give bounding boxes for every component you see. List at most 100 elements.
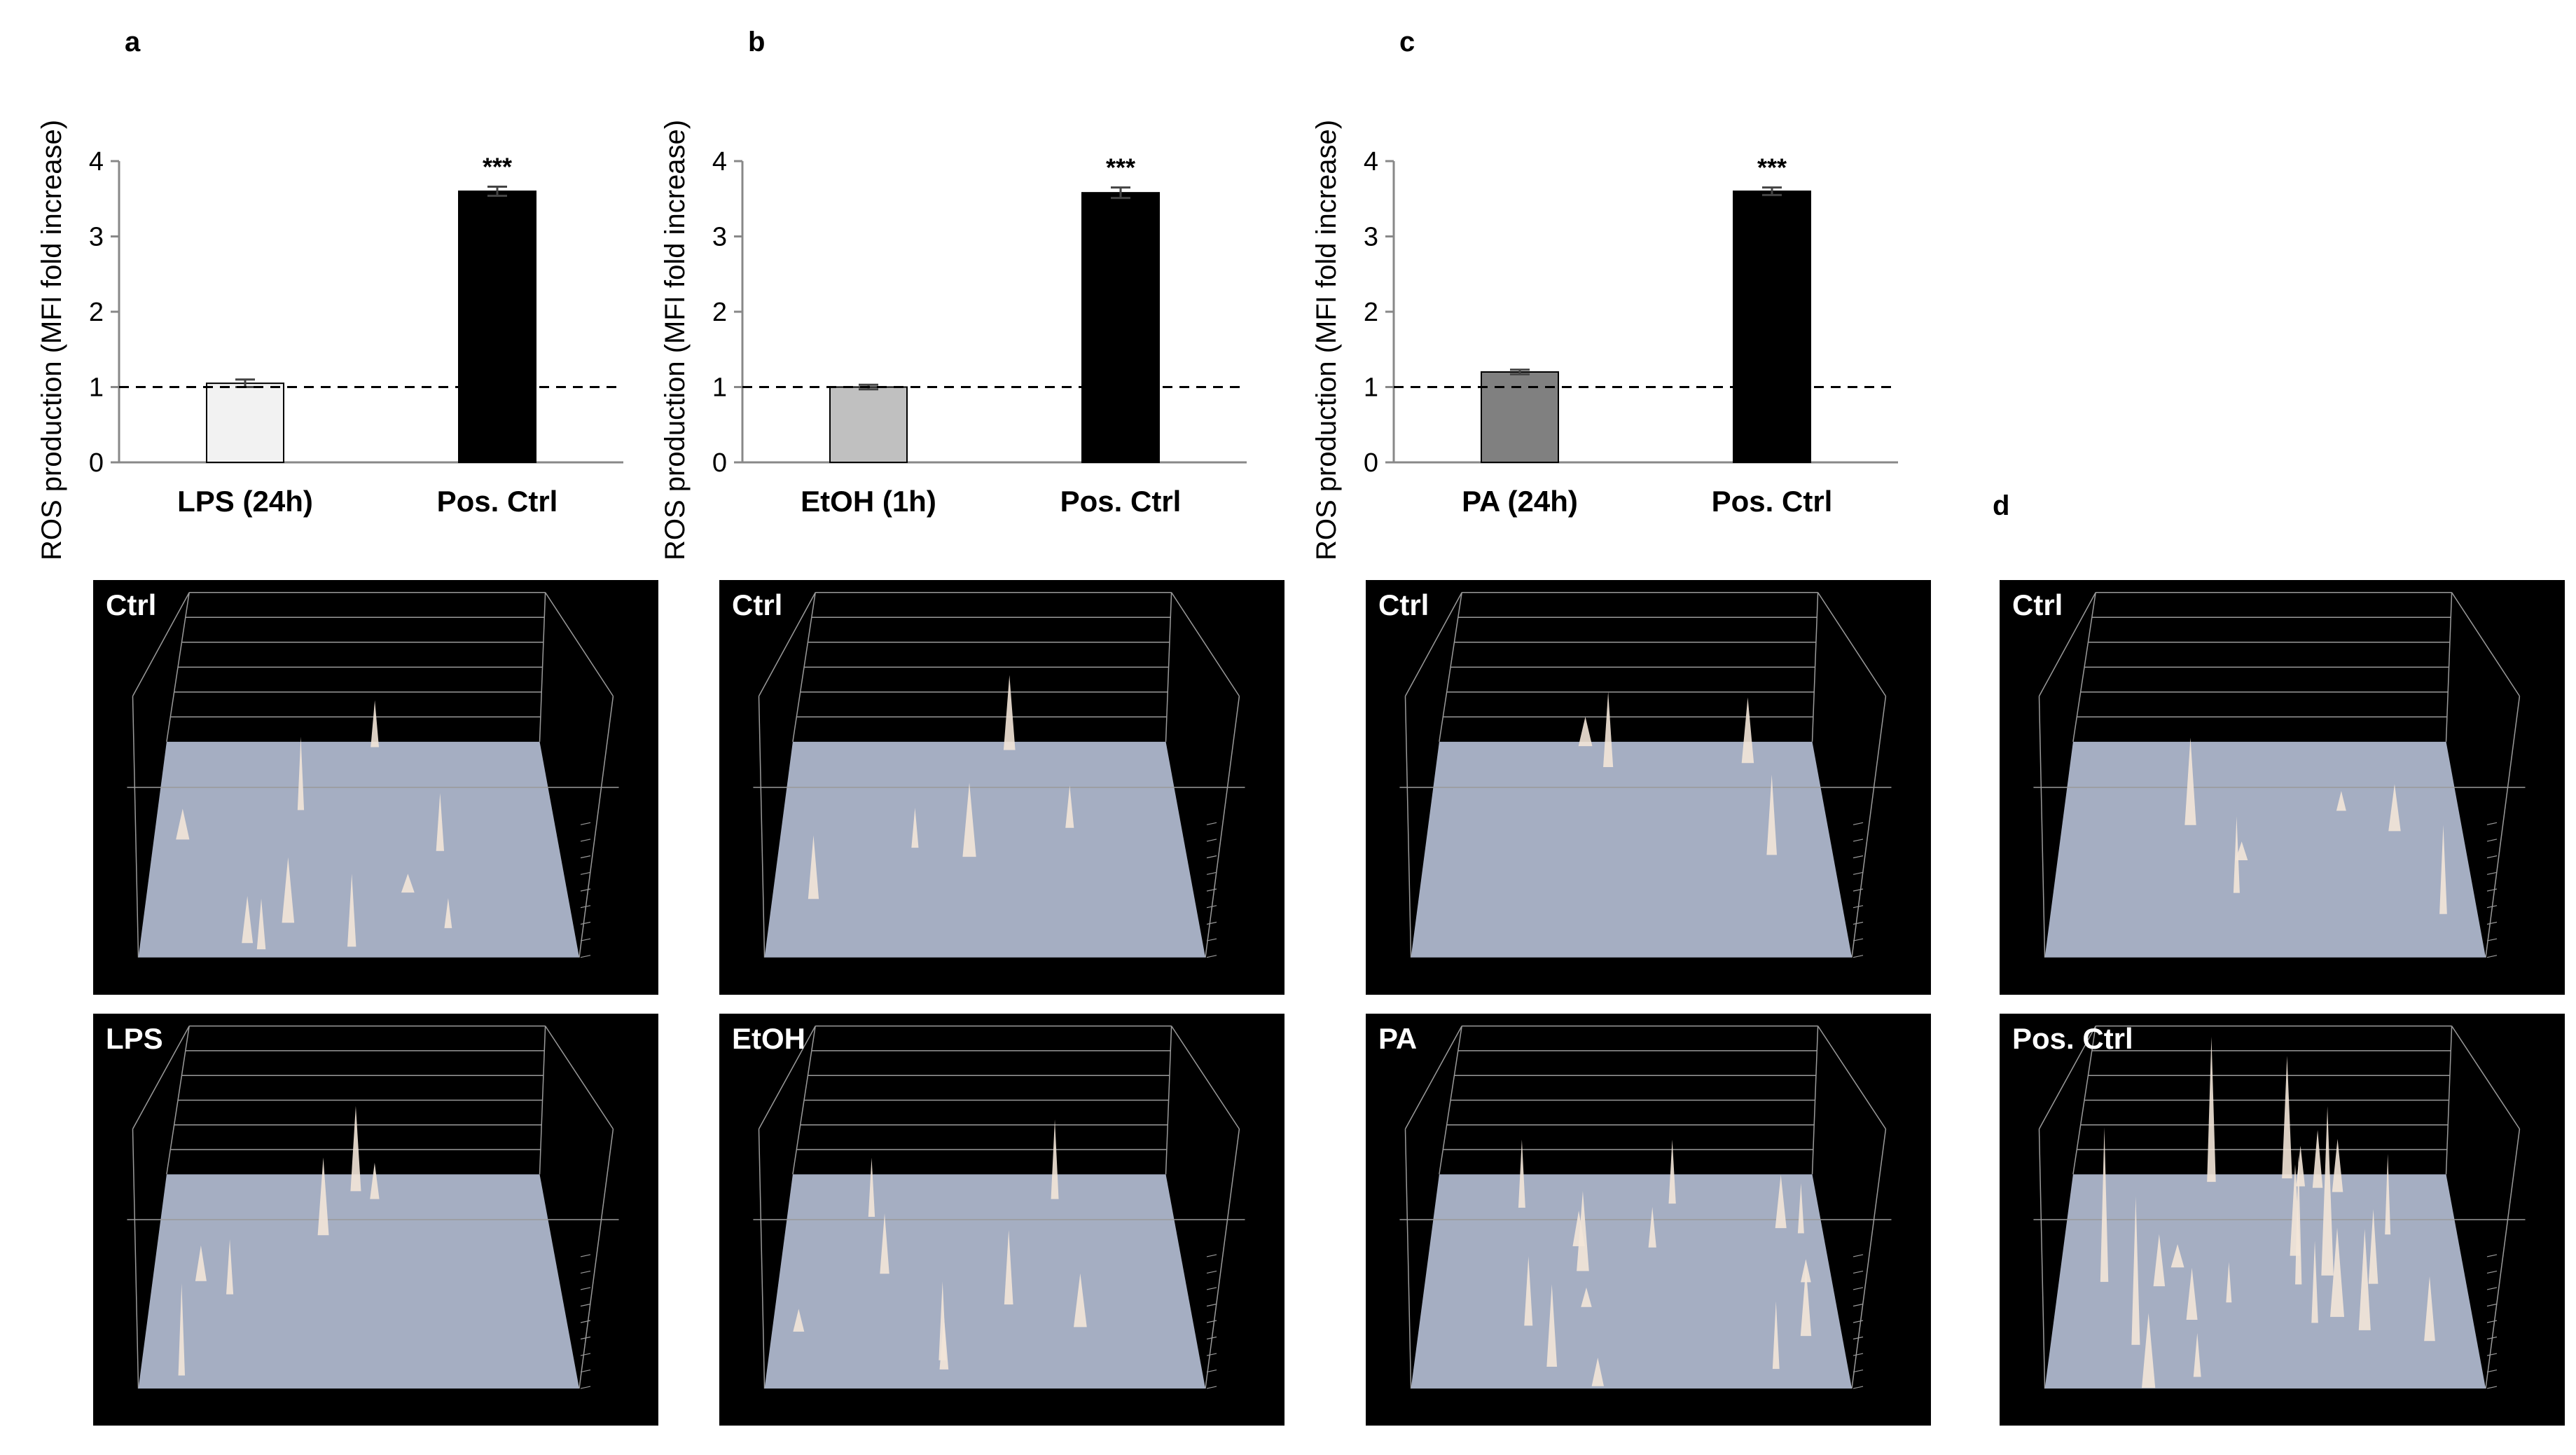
surface-tile: EtOH xyxy=(719,1014,1284,1426)
surface-peak xyxy=(1766,774,1777,855)
frame-line xyxy=(1205,696,1240,958)
frame-line xyxy=(1817,1026,1887,1130)
surface-peak xyxy=(1668,1139,1676,1204)
bar-chart-a: 0 1 2 3 4 LPS (24h) Pos. Ctrl *** xyxy=(89,147,623,518)
frame-line xyxy=(132,592,190,697)
axis-tick xyxy=(2486,871,2498,875)
bar xyxy=(1481,371,1559,463)
surface-peak xyxy=(1524,1256,1533,1326)
surface-tile: PA xyxy=(1366,1014,1931,1426)
axis-tick xyxy=(2486,1353,2498,1356)
axis-tick xyxy=(2486,1386,2498,1389)
surface-plot xyxy=(753,592,1245,958)
bar xyxy=(829,386,908,463)
surface-peak xyxy=(2153,1234,2166,1287)
axis-tick xyxy=(580,871,591,875)
frame-line xyxy=(2485,696,2521,958)
surface-peak xyxy=(2235,841,2248,861)
surface-tile-label: Ctrl xyxy=(1378,588,1429,621)
surface-peak xyxy=(2312,1130,2323,1188)
surface-peak xyxy=(2186,1267,2198,1320)
y-tick-label: 0 xyxy=(712,448,727,478)
frame-line xyxy=(758,1026,816,1130)
surface-peak xyxy=(401,874,415,893)
surface-peak xyxy=(2131,1197,2140,1345)
y-tick-label: 3 xyxy=(1364,223,1378,252)
y-tick-label: 4 xyxy=(1364,147,1378,177)
surface-peak xyxy=(1581,1287,1592,1307)
frame-line xyxy=(1817,592,1887,697)
surface-peak xyxy=(2336,791,2346,811)
axis-tick xyxy=(1206,1369,1217,1373)
axis-tick xyxy=(580,1303,591,1307)
surface-plane xyxy=(138,741,580,958)
panel-label-a: a xyxy=(125,27,141,57)
bar xyxy=(1081,192,1160,464)
axis-tick xyxy=(2486,888,2498,892)
surface-peak xyxy=(2332,1138,2343,1192)
axis-tick xyxy=(1206,888,1217,892)
axis-tick xyxy=(1853,1270,1864,1274)
surface-peak xyxy=(2330,1227,2345,1317)
x-tick-label: Pos. Ctrl xyxy=(1712,485,1833,518)
surface-peak xyxy=(1572,1211,1585,1246)
axis-tick xyxy=(1206,855,1217,859)
axis-tick xyxy=(1206,955,1217,958)
surface-plot xyxy=(1399,1025,1892,1389)
surface-peak xyxy=(911,807,919,848)
surface-peak xyxy=(350,1105,361,1192)
axis-tick xyxy=(580,839,591,842)
surface-peak xyxy=(1051,1119,1059,1199)
significance-marker: *** xyxy=(483,153,512,181)
axis-tick xyxy=(1206,822,1217,825)
surface-peak xyxy=(2368,1208,2378,1284)
y-tick-label: 1 xyxy=(712,373,727,403)
axis-tick xyxy=(2486,855,2498,859)
surface-peak xyxy=(1648,1206,1656,1248)
panel-label-d: d xyxy=(1993,490,2010,521)
frame-line xyxy=(758,1129,766,1389)
axis-tick xyxy=(580,855,591,859)
frame-line xyxy=(2485,1129,2521,1389)
y-tick-label: 2 xyxy=(89,298,104,327)
axis-tick xyxy=(1206,871,1217,875)
surface-plane xyxy=(764,741,1206,958)
surface-tile-label: Ctrl xyxy=(732,588,783,621)
axis-tick xyxy=(580,888,591,892)
frame-line xyxy=(1170,592,1240,697)
axis-tick xyxy=(580,955,591,958)
axis-tick xyxy=(1853,839,1864,842)
y-tick-label: 2 xyxy=(1364,298,1378,327)
surface-plot xyxy=(2033,592,2526,958)
surface-peak xyxy=(256,898,266,950)
frame-line xyxy=(2451,1026,2521,1130)
surface-peak xyxy=(1591,1358,1604,1386)
frame-line xyxy=(132,1129,139,1389)
axis-tick xyxy=(1853,905,1864,909)
axis-tick xyxy=(580,1320,591,1323)
frame-line xyxy=(2038,592,2096,697)
surface-peak xyxy=(793,1309,805,1332)
frame-line xyxy=(2038,696,2046,958)
surface-peak xyxy=(962,782,976,857)
axis-tick xyxy=(1206,1270,1217,1274)
axis-tick xyxy=(1206,1254,1217,1257)
surface-plane xyxy=(1411,1174,1853,1389)
axis-tick xyxy=(2486,1270,2498,1274)
frame-line xyxy=(2038,1026,2096,1130)
y-tick-label: 1 xyxy=(89,373,104,403)
surface-peak xyxy=(2385,1154,2391,1235)
axis-tick xyxy=(2486,1287,2498,1290)
axis-tick xyxy=(1206,921,1217,925)
significance-marker: *** xyxy=(1106,153,1135,182)
surface-peak xyxy=(317,1157,329,1236)
axis-tick xyxy=(1853,1369,1864,1373)
x-tick-label: LPS (24h) xyxy=(177,485,313,518)
frame-line xyxy=(579,1129,614,1389)
surface-peak xyxy=(1518,1139,1525,1208)
frame-line xyxy=(1170,1026,1240,1130)
surface-peak xyxy=(2321,1106,2334,1276)
surface-peak xyxy=(1772,1301,1780,1370)
axis-tick xyxy=(1206,1336,1217,1340)
surface-tile: Pos. Ctrl xyxy=(2000,1014,2565,1426)
